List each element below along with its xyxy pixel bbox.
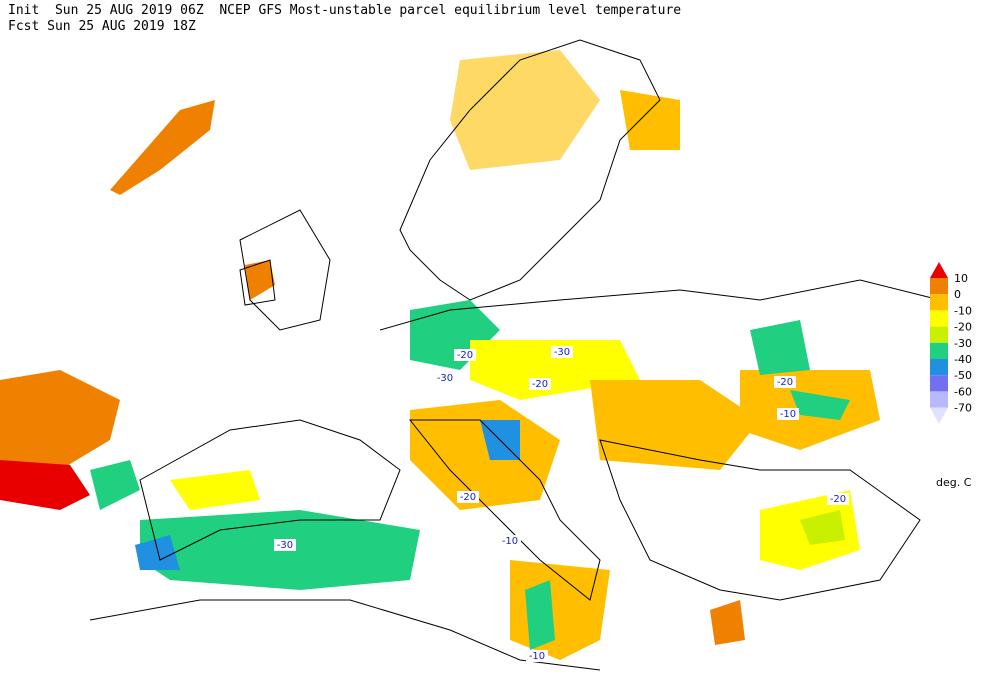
contour-label-bg xyxy=(529,378,551,390)
contour-label: -30 xyxy=(554,347,570,358)
contour-label: -20 xyxy=(830,494,846,505)
contour-label: -20 xyxy=(777,377,793,388)
contour-label-bg xyxy=(499,535,521,547)
legend: 10 0 -10 -20 -30 -40 -50 -60 -70 xyxy=(930,262,972,424)
legend-label: -30 xyxy=(954,337,972,350)
legend-swatch xyxy=(930,294,948,311)
legend-swatch xyxy=(930,310,948,327)
legend-label: -60 xyxy=(954,385,972,398)
contour-label-bg xyxy=(526,650,548,662)
legend-label: -40 xyxy=(954,353,972,366)
legend-swatch xyxy=(930,278,948,295)
legend-swatch xyxy=(930,407,948,424)
contour-label-bg xyxy=(274,539,296,551)
legend-swatch xyxy=(930,342,948,359)
legend-swatch xyxy=(930,359,948,376)
contour-label-bg xyxy=(551,346,573,358)
legend-label: -50 xyxy=(954,369,972,382)
legend-swatch xyxy=(930,326,948,343)
contour-label: -30 xyxy=(277,540,293,551)
contour-label: -10 xyxy=(529,651,545,662)
legend-label: 0 xyxy=(954,288,961,301)
legend-unit: deg. C xyxy=(936,476,972,489)
contour-label-bg xyxy=(457,491,479,503)
legend-swatch xyxy=(930,262,948,278)
contour-label-bg xyxy=(454,349,476,361)
contour-label-bg xyxy=(774,376,796,388)
contour-label-bg xyxy=(827,493,849,505)
contour-label-bg xyxy=(434,372,456,384)
contour-label: -20 xyxy=(460,492,476,503)
header-line: Init Sun 25 AUG 2019 06Z NCEP GFS Most-u… xyxy=(8,3,681,18)
legend-label: -70 xyxy=(954,402,972,415)
contour-label: -10 xyxy=(502,536,518,547)
legend-label: -20 xyxy=(954,321,972,334)
field-shading xyxy=(0,50,880,660)
contour-label: -10 xyxy=(780,409,796,420)
legend-label: 10 xyxy=(954,272,968,285)
contour-label: -30 xyxy=(437,373,453,384)
contour-label: -20 xyxy=(532,379,548,390)
contour-label: -20 xyxy=(457,350,473,361)
legend-swatch xyxy=(930,375,948,392)
legend-swatch xyxy=(930,391,948,408)
contour-label-bg xyxy=(777,408,799,420)
header-line: Fcst Sun 25 AUG 2019 18Z xyxy=(8,19,196,34)
legend-label: -10 xyxy=(954,304,972,317)
